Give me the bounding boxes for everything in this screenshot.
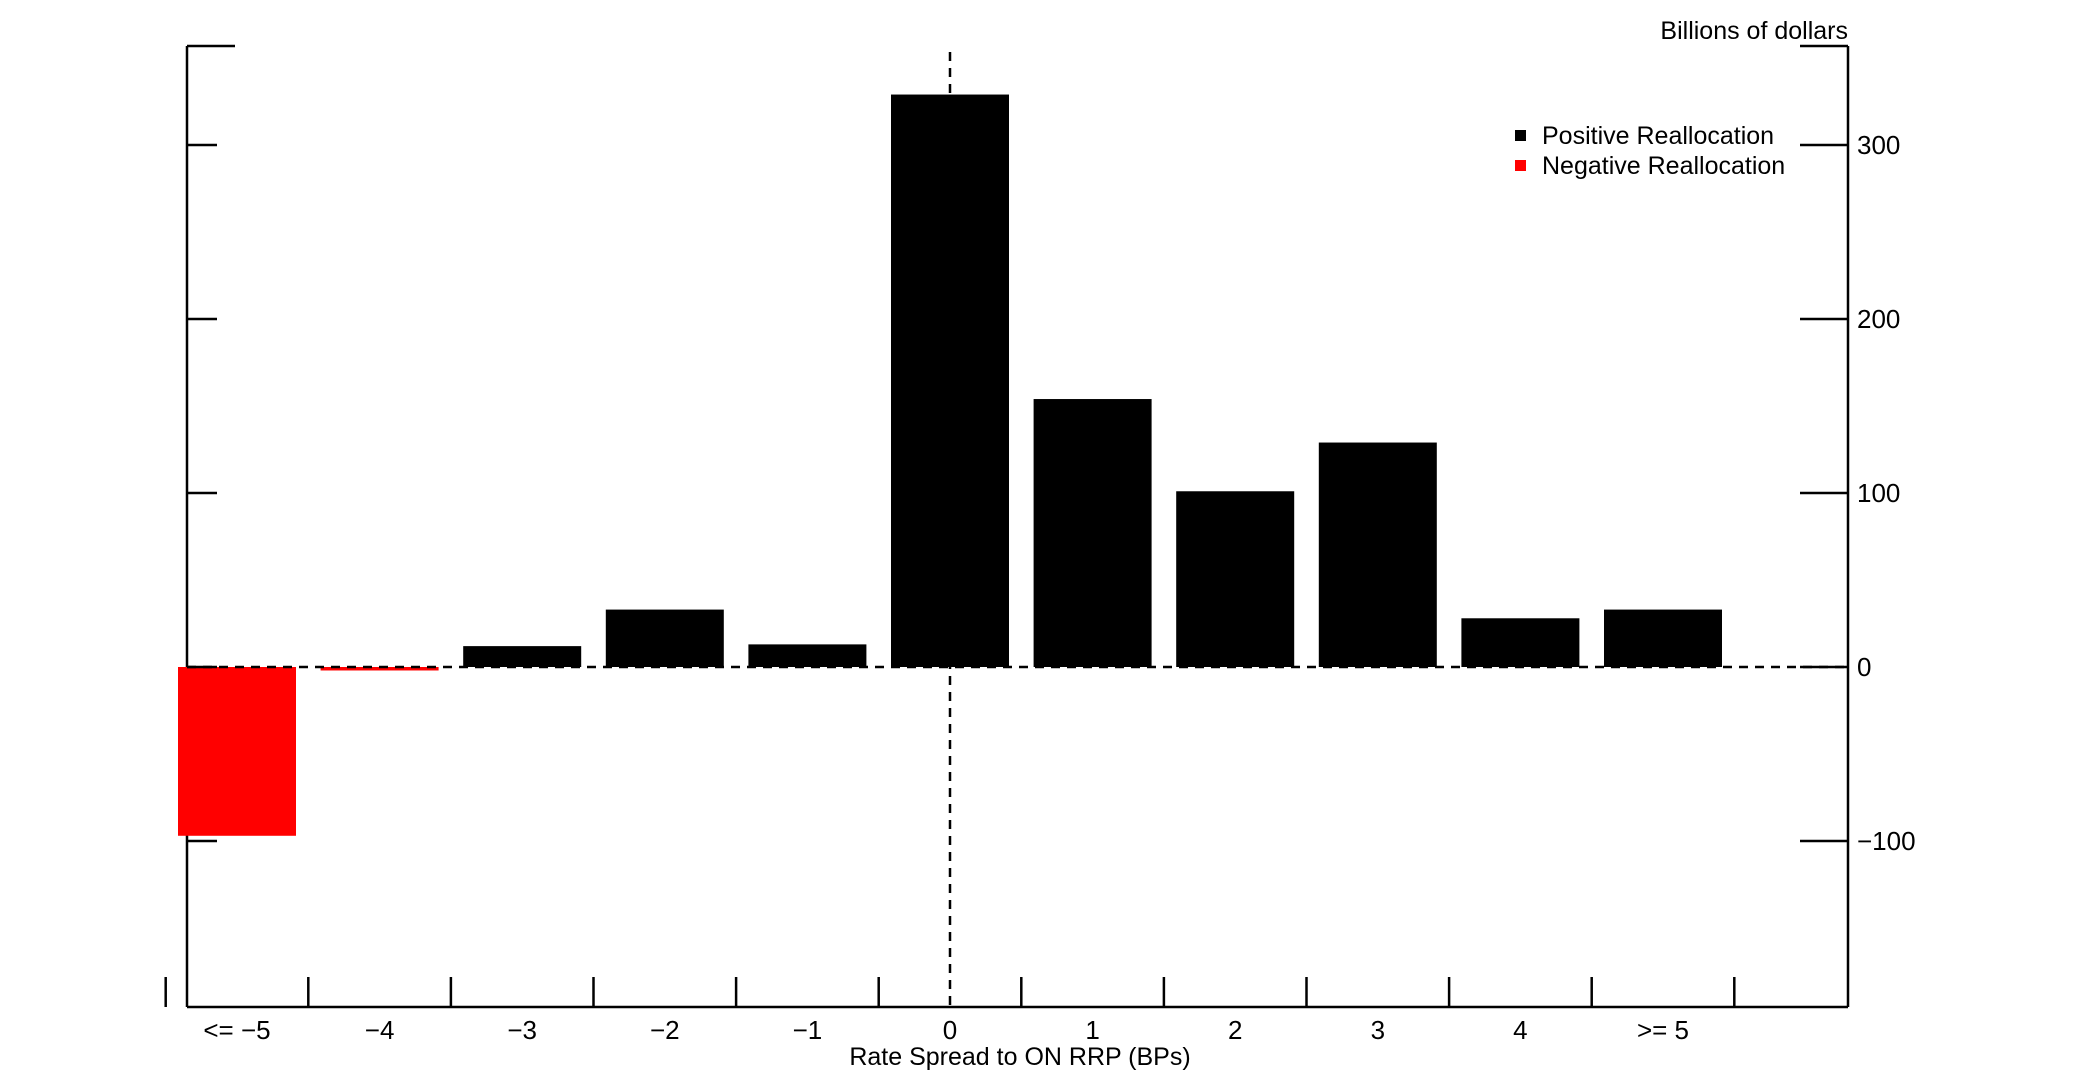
x-tick-label-8: 3	[1371, 1015, 1385, 1045]
x-tick-label-6: 1	[1085, 1015, 1099, 1045]
legend-swatch-positive	[1515, 130, 1526, 141]
x-axis-label: Rate Spread to ON RRP (BPs)	[849, 1043, 1190, 1071]
bar-positive-4	[748, 644, 867, 667]
bar-positive-10	[1604, 609, 1722, 667]
x-tick-label-3: −2	[650, 1015, 680, 1045]
bar-positive-9	[1461, 618, 1580, 667]
x-tick-label-7: 2	[1228, 1015, 1242, 1045]
y-tick-label-3: 200	[1857, 304, 1900, 334]
legend-label-negative: Negative Reallocation	[1542, 152, 1785, 180]
x-tick-label-1: −4	[365, 1015, 395, 1045]
x-tick-label-0: <= −5	[203, 1015, 270, 1045]
plot-frame	[185, 44, 1850, 1009]
y-tick-label-0: −100	[1857, 826, 1916, 856]
reference-lines	[187, 52, 1848, 1007]
legend-label-positive: Positive Reallocation	[1542, 122, 1774, 150]
bar-positive-2	[463, 646, 582, 667]
bar-positive-7	[1176, 491, 1295, 667]
legend-swatch-negative	[1515, 160, 1526, 171]
bar-negative-0	[178, 667, 296, 836]
x-tick-label-5: 0	[943, 1015, 957, 1045]
legend: Positive Reallocation Negative Reallocat…	[1515, 122, 1785, 180]
unit-label: Billions of dollars	[1660, 17, 1848, 45]
y-tick-label-2: 100	[1857, 478, 1900, 508]
bar-positive-6	[1033, 399, 1152, 667]
x-axis: <= −5 −4 −3 −2 −1 0 1 2 3 4 >= 5	[164, 977, 1736, 1045]
bar-positive-3	[605, 609, 724, 667]
bar-negative-1	[320, 667, 439, 671]
x-tick-label-10: >= 5	[1637, 1015, 1689, 1045]
y-tick-label-4: 300	[1857, 130, 1900, 160]
y-axis: −100 0 100 200 300	[187, 130, 1916, 856]
bar-positive-8	[1318, 442, 1437, 667]
x-tick-label-9: 4	[1513, 1015, 1527, 1045]
y-tick-label-1: 0	[1857, 652, 1871, 682]
x-tick-label-2: −3	[507, 1015, 537, 1045]
x-tick-label-4: −1	[793, 1015, 823, 1045]
